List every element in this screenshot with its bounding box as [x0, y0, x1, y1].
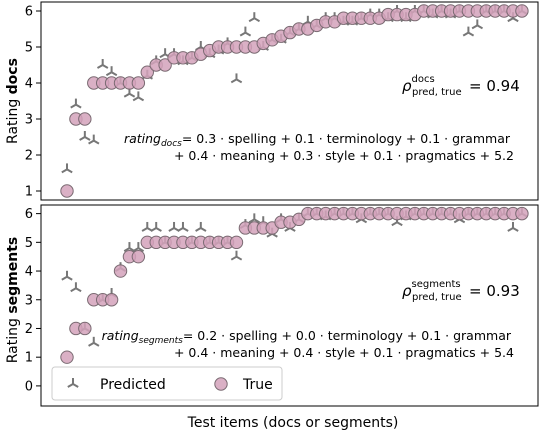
y-ticks-docs: 1 2 3 4 5 6 [25, 5, 41, 200]
predicted-point [239, 26, 252, 37]
predicted-point [70, 98, 82, 109]
formula-lhs: rating [124, 131, 161, 146]
plot-frame-segments [40, 204, 539, 407]
rho-symbol: ρ [402, 77, 412, 95]
rho-value: = 0.94 [469, 77, 520, 95]
predicted-point [168, 221, 180, 232]
predicted-markers-segments [61, 207, 528, 347]
predicted-point [70, 282, 82, 293]
predicted-point [79, 131, 91, 141]
predicted-point [230, 73, 243, 84]
y-tick-label: 5 [25, 41, 33, 56]
legend-box [51, 366, 283, 401]
rho-symbol: ρ [402, 282, 412, 300]
x-axis-label: Test items (docs or segments) [187, 415, 399, 431]
true-point [78, 112, 92, 126]
predicted-point [61, 270, 73, 281]
predicted-point [248, 12, 261, 23]
legend-predicted-label: Predicted [100, 377, 166, 393]
rho-superscript: docs [412, 74, 435, 85]
true-point [131, 76, 146, 90]
legend-true-glyph [214, 377, 228, 391]
legend-true-marker [214, 377, 228, 391]
predicted-point [88, 336, 100, 347]
y-tick-label: 3 [25, 293, 33, 308]
predicted-point [471, 19, 484, 30]
predicted-point [150, 221, 162, 232]
predicted-point [88, 134, 100, 145]
legend-true-label: True [242, 377, 273, 393]
y-tick-label: 6 [25, 207, 33, 222]
y-tick-label: 5 [25, 236, 33, 251]
predicted-point [132, 242, 145, 252]
true-point [113, 264, 128, 278]
formula-line2-docs: + 0.4 · meaning + 0.3 · style + 0.1 · pr… [174, 148, 514, 163]
true-point [60, 184, 74, 198]
true-markers-segments [60, 206, 529, 364]
y-tick-label: 1 [25, 185, 33, 200]
legend: Predicted True [51, 366, 283, 401]
plot-frame-docs [40, 1, 539, 201]
predicted-point [105, 66, 118, 77]
formula-rhs: = 0.2 · spelling + 0.0 · terminology + 0… [183, 328, 512, 343]
predicted-point [248, 213, 261, 224]
true-point [104, 293, 119, 307]
true-markers-docs [60, 4, 529, 198]
predicted-point [462, 26, 475, 37]
correlation-segments: ρsegments pred, true = 0.93 [402, 279, 520, 303]
y-axis-label-docs: Rating docs [5, 58, 21, 144]
y-tick-label: 4 [25, 265, 33, 280]
y-tick-label: 6 [25, 5, 33, 20]
rho-value: = 0.93 [469, 282, 520, 300]
true-point [515, 206, 529, 221]
rho-subscript: pred, true [412, 87, 462, 98]
formula-rhs: = 0.3 · spelling + 0.1 · terminology + 0… [182, 131, 511, 146]
formula-line1-docs: ratingdocs= 0.3 · spelling + 0.1 · termi… [124, 131, 511, 149]
rho-superscript: segments [412, 279, 461, 290]
y-tick-label: 0 [25, 379, 33, 394]
legend-predicted-glyph [67, 378, 79, 388]
y-axis-label-prefix: Rating [5, 314, 21, 364]
y-tick-label: 4 [25, 77, 33, 92]
true-point [515, 4, 529, 18]
y-axis-label-segments: Rating segments [5, 237, 21, 364]
true-point [158, 58, 172, 72]
rho-subscript: pred, true [412, 292, 462, 303]
predicted-point [61, 163, 73, 174]
correlation-docs: ρdocs pred, true = 0.94 [402, 74, 520, 98]
predicted-point [195, 221, 207, 232]
true-point [140, 65, 154, 79]
formula-lhs-sub: segments [139, 336, 183, 346]
true-point [229, 235, 244, 250]
predicted-point [507, 221, 519, 232]
y-tick-label: 1 [25, 351, 33, 366]
y-tick-label: 3 [25, 113, 33, 128]
legend-predicted-marker [67, 378, 79, 388]
formula-lhs-sub: docs [161, 139, 182, 149]
predicted-point [141, 221, 153, 232]
predicted-point [123, 242, 136, 252]
true-point [78, 321, 92, 336]
true-point [60, 350, 74, 364]
y-axis-label-bold: docs [5, 58, 21, 94]
y-tick-label: 2 [25, 322, 33, 337]
predicted-point [132, 91, 145, 102]
formula-lhs: rating [102, 328, 139, 343]
y-ticks-segments: 0 1 2 3 4 5 6 [25, 207, 41, 394]
formula-line1-segments: ratingsegments= 0.2 · spelling + 0.0 · t… [102, 328, 512, 346]
predicted-point [230, 250, 243, 261]
true-point [131, 249, 146, 264]
y-tick-label: 2 [25, 149, 33, 164]
formula-line2-segments: + 0.4 · meaning + 0.4 · style + 0.1 · pr… [174, 345, 514, 360]
y-axis-label-prefix: Rating [5, 94, 21, 144]
predicted-point [177, 221, 189, 232]
y-axis-label-bold: segments [5, 237, 21, 314]
predicted-point [96, 59, 109, 69]
